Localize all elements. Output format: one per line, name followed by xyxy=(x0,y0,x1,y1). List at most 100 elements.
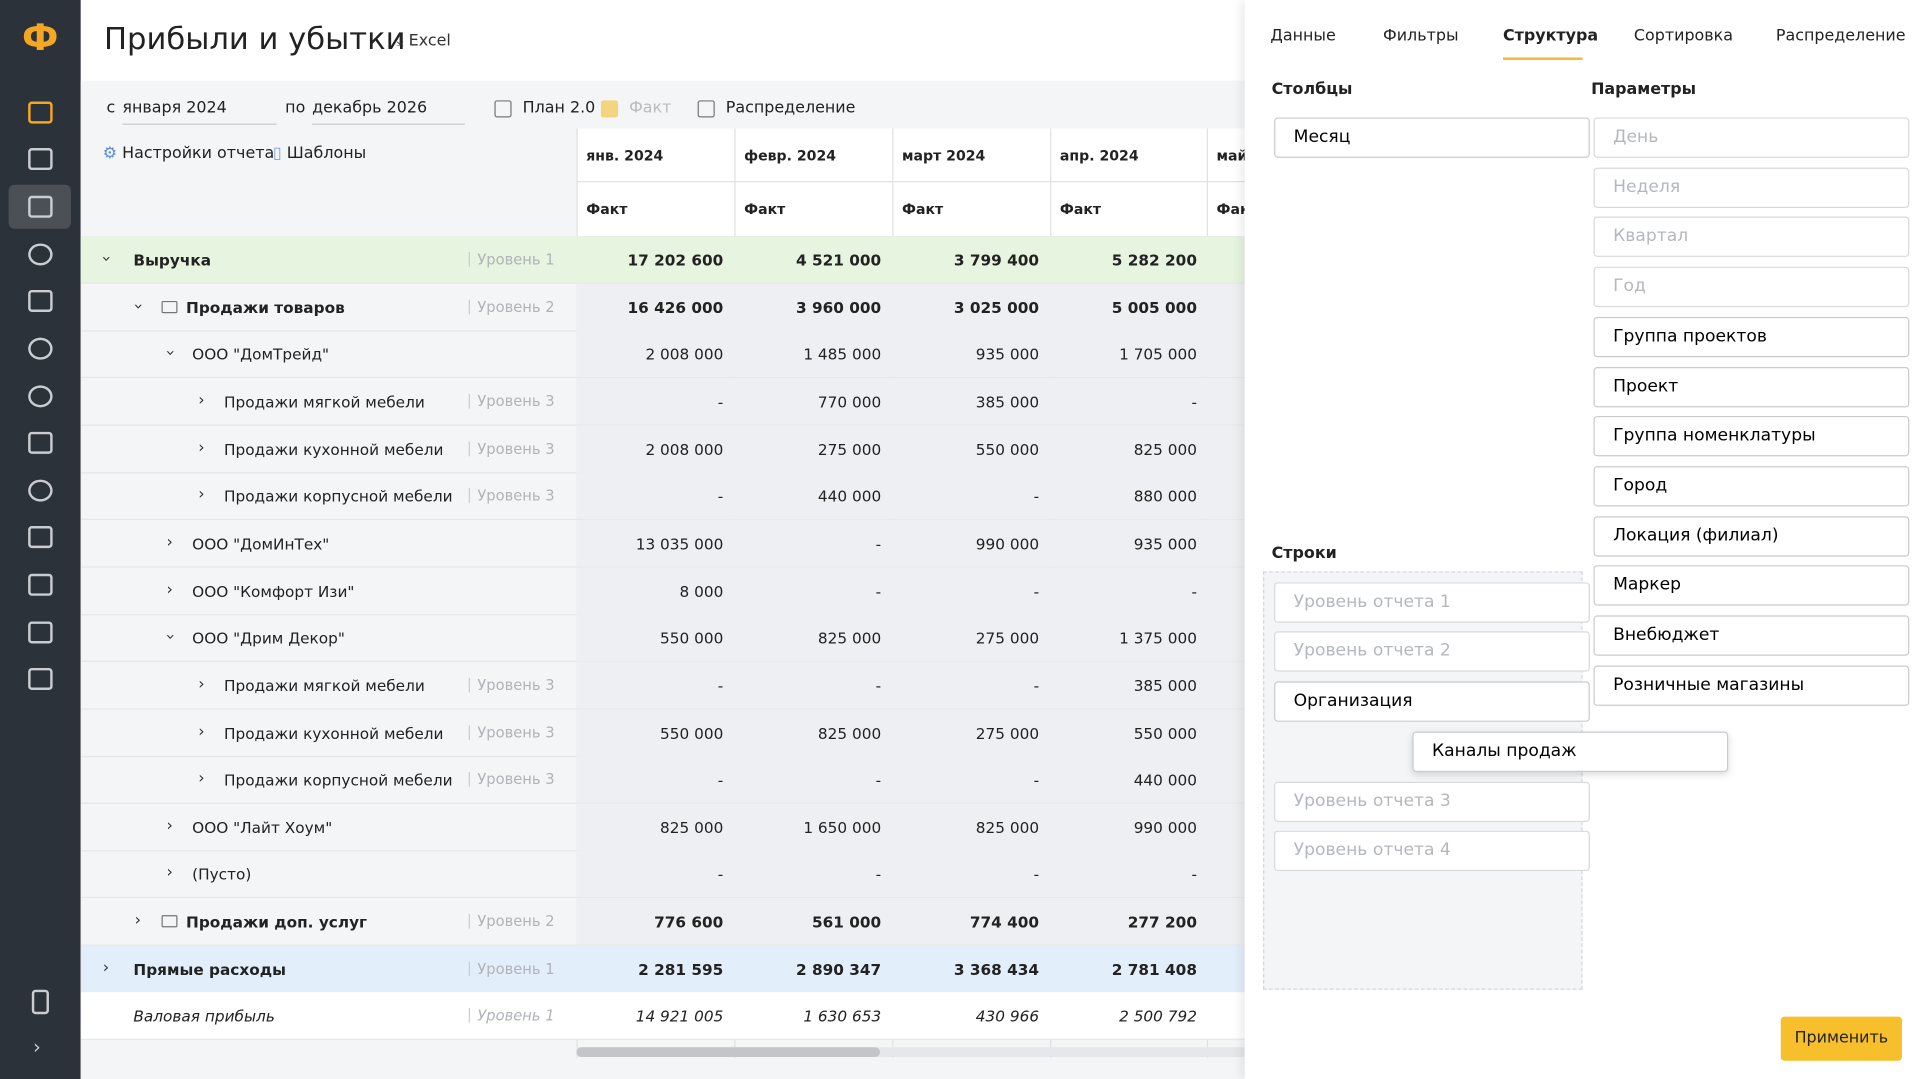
expander[interactable]: › xyxy=(166,580,173,599)
tab[interactable]: Сортировка xyxy=(1633,26,1734,46)
nav-icon[interactable] xyxy=(28,195,53,218)
table-row[interactable]: › ООО "Дрим Декор" 550 000 825 000 275 000 1 … xyxy=(80,614,1245,663)
templates-button[interactable]: ▯ Шаблоны xyxy=(272,144,367,163)
plan-checkbox[interactable] xyxy=(494,100,512,118)
table-row[interactable]: › Продажи мягкой мебели Уровень 3 - - - 385 00… xyxy=(80,661,1245,710)
expander[interactable]: › xyxy=(160,633,179,641)
nav-icon[interactable] xyxy=(28,667,53,690)
expander[interactable]: › xyxy=(134,911,141,930)
expander[interactable]: › xyxy=(198,485,205,505)
tab[interactable]: Фильтры xyxy=(1383,26,1459,46)
expander[interactable]: › xyxy=(96,255,116,262)
param-item[interactable]: Локация (филиал) xyxy=(1593,515,1910,557)
table-row[interactable]: › Продажи товаров Уровень 2 16 426 000 3 960… xyxy=(80,283,1245,332)
param-item[interactable]: Внебюджет xyxy=(1593,615,1910,656)
tab[interactable]: Данные xyxy=(1270,26,1336,46)
expand-icon[interactable]: › xyxy=(33,1034,41,1059)
expander[interactable]: › xyxy=(198,675,205,694)
param-item[interactable]: Проект xyxy=(1593,366,1910,407)
table-row[interactable]: › ООО "ДомИнТех" 13 035 000 - 990 000 935 000 xyxy=(80,519,1245,568)
row-item[interactable]: Уровень отчета 1 xyxy=(1274,582,1590,623)
param-item[interactable]: Год xyxy=(1593,266,1910,308)
cell-value: 2 008 000 xyxy=(645,439,724,459)
fact-checkbox[interactable] xyxy=(600,100,619,118)
expander[interactable]: › xyxy=(166,816,173,836)
folder-icon xyxy=(161,300,178,313)
cell-value: 561 000 xyxy=(812,912,882,932)
param-item[interactable]: Розничные магазины xyxy=(1593,665,1910,706)
nav-icon[interactable] xyxy=(28,101,53,124)
cell-value: 935 000 xyxy=(1133,534,1197,553)
nav-icon[interactable] xyxy=(28,337,53,360)
param-item[interactable]: Маркер xyxy=(1593,565,1910,606)
cell-value: - xyxy=(717,676,724,695)
from-date[interactable]: января 2024 xyxy=(122,99,277,125)
tab[interactable]: Структура xyxy=(1502,26,1599,46)
cell-value: 275 000 xyxy=(975,723,1040,742)
table-row[interactable]: › Продажи корпусной мебели Уровень 3 - - - 440… xyxy=(80,756,1245,804)
param-item[interactable]: День xyxy=(1593,117,1910,158)
apply-button[interactable]: Применить xyxy=(1780,1016,1902,1061)
expander[interactable]: › xyxy=(102,958,110,978)
table-row[interactable]: Валовая прибыль Уровень 1 14 921 005 1 630 … xyxy=(80,992,1245,1041)
nav-icon[interactable] xyxy=(28,573,53,596)
nav-icon[interactable] xyxy=(28,526,53,549)
param-item[interactable]: Группа номенклатуры xyxy=(1593,416,1910,457)
scrollbar xyxy=(576,1047,1245,1058)
tab[interactable]: Распределение xyxy=(1775,26,1906,46)
expander[interactable]: › xyxy=(128,302,147,310)
rows-title: Строки xyxy=(1271,544,1337,563)
value-bg xyxy=(576,567,1245,614)
sidebar: Ф › xyxy=(0,0,81,1079)
row-item[interactable]: Организация xyxy=(1274,681,1590,722)
param-item[interactable]: Город xyxy=(1593,465,1910,507)
nav-icon[interactable] xyxy=(28,148,53,171)
table-row[interactable]: › Продажи корпусной мебели Уровень 3 - 440 0… xyxy=(80,472,1245,521)
param-item[interactable]: Группа проектов xyxy=(1593,316,1910,357)
table-row[interactable]: › Продажи кухонной мебели Уровень 3 550 000… xyxy=(80,708,1245,757)
nav-icon[interactable] xyxy=(28,385,53,408)
table-row[interactable]: › Продажи мягкой мебели Уровень 3 - 770 000 3… xyxy=(80,377,1245,426)
distribution-checkbox[interactable] xyxy=(697,100,715,118)
table-row[interactable]: › Прямые расходы Уровень 1 2 281 595 2 890 3… xyxy=(80,945,1245,994)
table-row[interactable]: › Продажи кухонной мебели Уровень 3 2 008 0… xyxy=(80,425,1245,473)
table-row[interactable]: › ООО "Лайт Хоум" 825 000 1 650 000 825 000 9… xyxy=(80,803,1245,852)
row-label: Выручка xyxy=(133,250,212,270)
table-row[interactable]: › ООО "ДомТрейд" 2 008 000 1 485 000 935 000… xyxy=(80,330,1245,379)
row-level: Уровень 2 xyxy=(468,299,555,314)
nav-icon[interactable] xyxy=(31,989,49,1015)
param-item[interactable]: Квартал xyxy=(1593,217,1910,258)
row-item[interactable]: Уровень отчета 2 xyxy=(1274,631,1590,672)
row-item[interactable]: Уровень отчета 4 xyxy=(1274,830,1590,872)
settings-button[interactable]: ⚙ Настройки отчета xyxy=(102,144,275,163)
excel-button[interactable]: ⤓ Excel xyxy=(396,31,451,51)
scroll-thumb[interactable] xyxy=(576,1047,880,1058)
to-date[interactable]: декабрь 2026 xyxy=(312,99,466,125)
table-row[interactable]: › (Пусто) - - - - xyxy=(80,850,1245,899)
expander[interactable]: › xyxy=(198,769,205,789)
row-label: Продажи кухонной мебели xyxy=(223,723,444,742)
row-item[interactable]: Уровень отчета 3 xyxy=(1274,781,1590,823)
table-row[interactable]: › Выручка Уровень 1 17 202 600 4 521 000 3 79… xyxy=(80,236,1245,284)
nav-icon[interactable] xyxy=(28,479,53,502)
table-row[interactable]: › Продажи доп. услуг Уровень 2 776 600 561 0… xyxy=(80,898,1245,946)
cell-value: - xyxy=(875,865,882,884)
logo[interactable]: Ф xyxy=(22,17,59,60)
cell-value: 8 000 xyxy=(679,581,724,601)
value-bg xyxy=(576,425,1245,472)
expander[interactable]: › xyxy=(160,350,179,357)
expander[interactable]: › xyxy=(198,391,205,410)
nav-icon[interactable] xyxy=(28,621,53,644)
param-item[interactable]: Неделя xyxy=(1593,167,1910,208)
expander[interactable]: › xyxy=(198,438,205,458)
nav-icon[interactable] xyxy=(28,243,53,266)
nav-icon[interactable] xyxy=(28,289,53,312)
dragging-item[interactable]: Каналы продаж xyxy=(1412,731,1729,772)
expander[interactable]: › xyxy=(166,864,173,883)
nav-icon[interactable] xyxy=(28,431,53,454)
expander[interactable]: › xyxy=(166,533,173,552)
expander[interactable]: › xyxy=(198,722,205,741)
column-item[interactable]: Месяц xyxy=(1274,117,1590,158)
table-row[interactable]: › ООО "Комфорт Изи" 8 000 - - - xyxy=(80,567,1245,615)
cell-value: 440 000 xyxy=(817,487,882,506)
